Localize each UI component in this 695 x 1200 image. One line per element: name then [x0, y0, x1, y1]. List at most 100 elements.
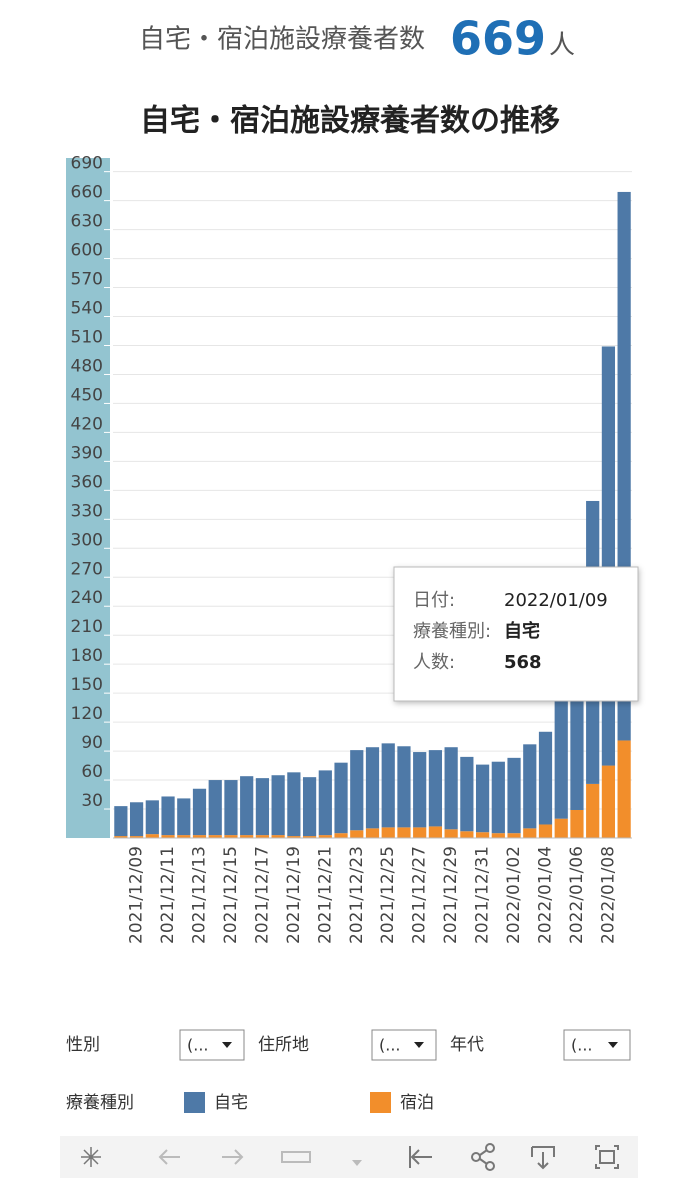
plot: 30 60 90 120 150 180 210 240 270 300 330 360 390 420 4… [71, 154, 632, 944]
bar-segment [444, 829, 458, 838]
y-tick-label: 300 [71, 530, 103, 550]
bar-segment [350, 830, 364, 838]
bar-segment [601, 765, 616, 838]
bar-segment [287, 772, 301, 837]
bar-segment [224, 835, 238, 838]
download-icon[interactable] [531, 1146, 555, 1170]
dropdown-arrow [608, 1042, 618, 1048]
y-tick-label: 60 [81, 762, 103, 782]
redo-icon[interactable] [222, 1149, 244, 1165]
x-tick-label: 2021/12/27 [410, 846, 430, 944]
tooltip-key: 療養種別: [413, 621, 491, 642]
revert-icon[interactable] [281, 1151, 311, 1163]
y-tick-label: 240 [71, 588, 103, 608]
bar-segment [302, 836, 317, 838]
bar-segment [554, 683, 568, 819]
share-icon[interactable] [471, 1143, 495, 1171]
x-tick-label: 2021/12/21 [315, 846, 335, 944]
dropdown-value: (... [187, 1036, 209, 1055]
legend-label: 自宅 [214, 1093, 248, 1113]
dropdown[interactable] [563, 1029, 631, 1061]
bar-segment [381, 827, 395, 838]
bar-segment [145, 800, 159, 835]
bar-segment [397, 746, 411, 828]
undo-icon[interactable] [158, 1149, 180, 1165]
bar-segment [208, 780, 222, 836]
bar-segment [523, 828, 537, 838]
y-tick-label: 630 [71, 212, 103, 232]
legend-label: 宿泊 [400, 1093, 434, 1113]
x-tick-label: 2021/12/13 [190, 846, 210, 944]
y-tick-label: 660 [71, 183, 103, 203]
fullscreen-icon[interactable] [595, 1145, 619, 1169]
bar-segment [538, 731, 553, 825]
tooltip-key: 人数: [413, 652, 455, 673]
tooltip-value: 自宅 [504, 620, 540, 642]
tooltip: 日付: 2022/01/09 療養種別: 自宅 人数: 568 [393, 566, 639, 702]
bar-segment [318, 835, 332, 838]
header-label: 自宅・宿泊施設療養者数 [139, 25, 425, 55]
y-tick-label: 690 [71, 154, 103, 174]
x-tick-label: 2022/01/08 [598, 846, 618, 944]
dropdown[interactable] [371, 1029, 437, 1061]
tooltip-value: 2022/01/09 [504, 590, 608, 611]
bar-segment [397, 827, 411, 838]
more-icon[interactable] [352, 1160, 362, 1166]
x-tick-label: 2021/12/19 [284, 846, 304, 944]
y-tick-label: 120 [71, 704, 103, 724]
bar-segment [145, 834, 159, 838]
bar-segment [208, 835, 222, 838]
bar-segment [617, 740, 631, 838]
y-tick-label: 570 [71, 270, 103, 290]
x-tick-label: 2021/12/09 [127, 846, 147, 944]
bar-segment [114, 836, 128, 838]
dropdown[interactable] [179, 1029, 245, 1061]
bar-segment [491, 761, 505, 834]
legend-swatch [184, 1092, 205, 1113]
x-tick-label: 2021/12/11 [158, 846, 178, 944]
bar-segment [460, 756, 474, 832]
header-unit: 人 [549, 31, 575, 61]
tooltip-value: 568 [504, 652, 542, 673]
tableau-icon[interactable] [81, 1147, 101, 1167]
y-tick-label: 330 [71, 501, 103, 521]
bar-segment [161, 835, 175, 838]
bar-segment [413, 752, 427, 828]
bar-segment [460, 831, 474, 838]
bar-segment [507, 757, 521, 834]
bar-segment [444, 747, 458, 830]
bar-segment [177, 835, 191, 838]
y-tick-label: 600 [71, 241, 103, 261]
bar-segment [318, 770, 332, 836]
bar-segment [334, 833, 348, 838]
bar-segment [255, 778, 270, 836]
legend-title: 療養種別 [66, 1093, 134, 1113]
header-value: 669 [450, 12, 546, 66]
filter-label: 住所地 [258, 1035, 309, 1055]
y-axis-band [66, 158, 110, 838]
y-tick-label: 510 [71, 327, 103, 347]
y-tick-label: 30 [81, 791, 103, 811]
bar-segment [554, 818, 568, 838]
bar-segment [114, 806, 128, 837]
y-tick-label: 480 [71, 356, 103, 376]
x-tick-label: 2021/12/23 [347, 846, 367, 944]
bar-segment [129, 836, 144, 838]
bar-segment [381, 743, 395, 828]
bar-segment [129, 802, 144, 837]
bar-segment [428, 750, 443, 827]
filters: 性別 (... 住所地 (... 年代 (... [66, 1029, 631, 1061]
dropdown-value: (... [571, 1036, 593, 1055]
bar-segment [570, 809, 584, 838]
y-tick-label: 390 [71, 443, 103, 463]
bar-segment [475, 832, 490, 838]
bar-segment [586, 783, 600, 838]
y-tick-label: 90 [81, 733, 103, 753]
x-tick-label: 2021/12/29 [441, 846, 461, 944]
bar-segment [255, 835, 270, 838]
x-tick-label: 2021/12/17 [252, 846, 272, 944]
reset-icon[interactable] [409, 1146, 432, 1168]
x-tick-label: 2022/01/04 [536, 846, 556, 944]
x-tick-label: 2021/12/15 [221, 846, 241, 944]
